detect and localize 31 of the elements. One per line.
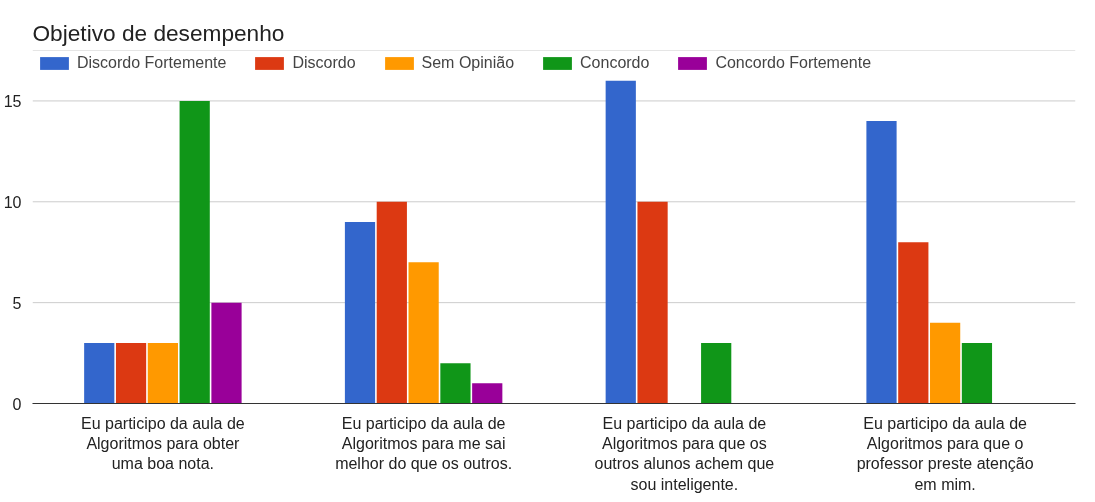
bar: [472, 383, 503, 404]
bar: [344, 221, 376, 404]
bar: [115, 342, 147, 404]
bar: [898, 242, 929, 404]
legend-label: Sem Opinião: [421, 54, 515, 72]
legend-label: Discordo Fortemente: [77, 54, 227, 72]
legend-label: Concordo Fortemente: [715, 54, 872, 72]
y-tick-label: 15: [3, 92, 22, 110]
bar: [605, 80, 636, 404]
x-tick-label: Eu participo da aula de Algoritmos para me sai melhor do que os outros.: [335, 414, 513, 473]
bar: [179, 100, 210, 404]
x-tick-label: Eu participo da aula de Algoritmos para que o professor preste atenção em mim.: [856, 414, 1034, 493]
x-tick-label: Eu participo da aula de Algoritmos para que os outros alunos achem que sou inteligente.: [594, 414, 775, 493]
bar: [930, 322, 961, 404]
y-tick-label: 10: [3, 193, 22, 211]
legend-label: Discordo: [292, 54, 356, 72]
bar: [637, 201, 668, 404]
bar: [376, 201, 407, 404]
bar: [147, 342, 178, 404]
bar: [866, 121, 897, 404]
chart-title: Objetivo de desempenho: [32, 19, 285, 46]
bar: [440, 363, 471, 404]
legend-label: Concordo: [580, 54, 650, 72]
bar: [84, 342, 115, 404]
bar: [211, 302, 242, 404]
bar: [961, 342, 993, 404]
x-tick-label: Eu participo da aula de Algoritmos para obter uma boa nota.: [81, 414, 245, 473]
y-tick-label: 0: [12, 395, 22, 413]
bar: [408, 262, 439, 404]
y-tick-label: 5: [12, 294, 22, 312]
bar: [701, 342, 732, 404]
